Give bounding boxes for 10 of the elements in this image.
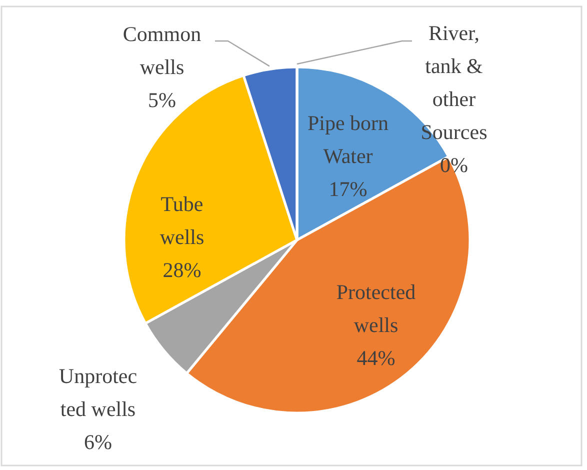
slice-label: Tube wells bbox=[160, 192, 204, 249]
data-label: 5% bbox=[148, 88, 176, 112]
data-label: 44% bbox=[356, 346, 396, 370]
data-label: 6% bbox=[84, 430, 112, 454]
data-label: 28% bbox=[162, 258, 202, 282]
slice-label: Common wells bbox=[122, 22, 202, 79]
slice-label: Unprotec ted wells bbox=[58, 364, 138, 421]
slice-label: Protected wells bbox=[336, 280, 416, 337]
slice-label: Pipe born Water bbox=[307, 111, 390, 168]
data-label: 17% bbox=[328, 177, 368, 201]
